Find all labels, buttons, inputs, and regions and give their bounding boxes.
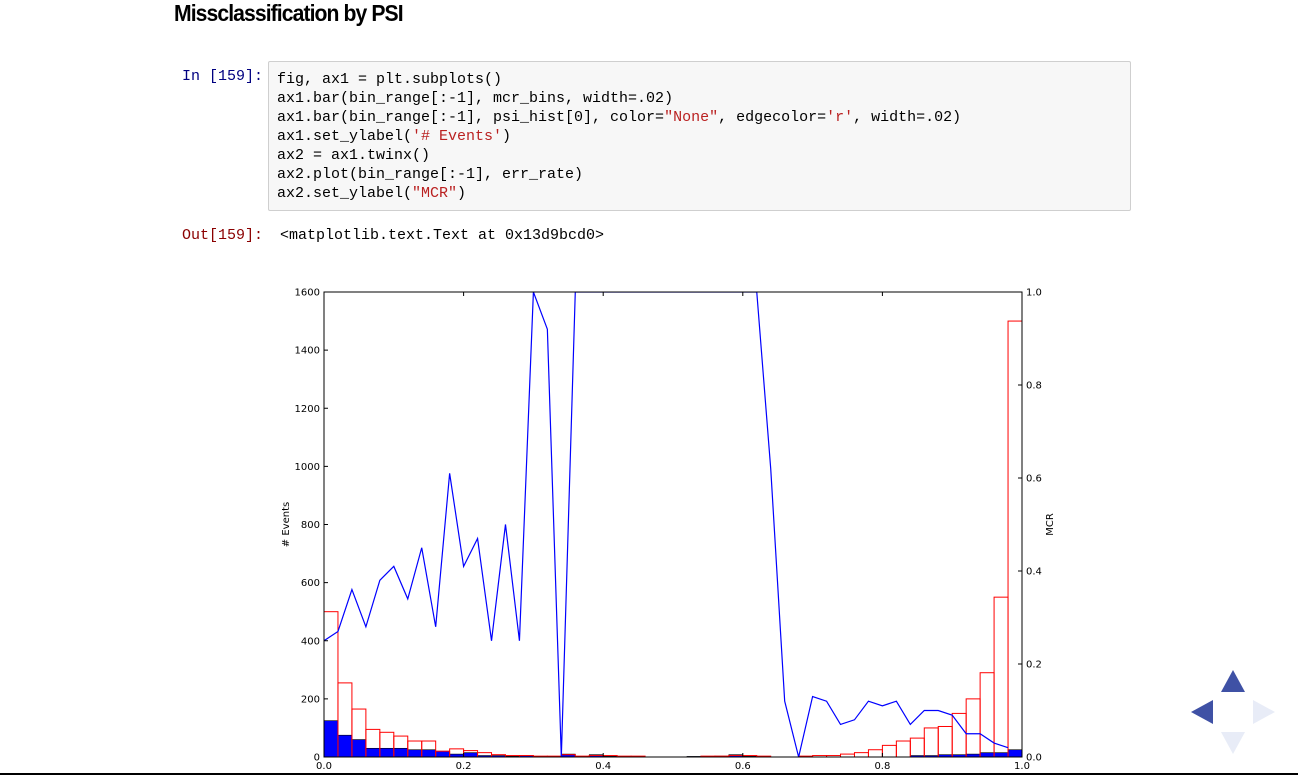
chart: 0.0 0.2 0.4 0.6 0.8 1.0 0 200 400 600 800 1000 1200 1… <box>281 288 1056 773</box>
bar-psi-hist <box>923 727 939 758</box>
bar-mcr-bins <box>337 734 353 758</box>
y-tick-label-right: 1.0 <box>1026 288 1042 299</box>
code-line: ax2.plot(bin_range[:-1], err_rate) <box>277 165 961 184</box>
code-token: ax2.plot(bin_range[:-1], err_rate) <box>277 166 584 183</box>
x-tick-label: 0.0 <box>316 761 332 772</box>
code-token: "MCR" <box>412 185 458 202</box>
bar-mcr-bins <box>323 720 339 758</box>
code-token: ax1.set_ylabel( <box>277 128 413 145</box>
y-tick-label-left: 1000 <box>295 462 320 473</box>
bar-psi-hist <box>867 749 883 758</box>
y-tick-label-left: 1600 <box>295 288 320 299</box>
code-line: ax1.bar(bin_range[:-1], mcr_bins, width=… <box>277 89 961 108</box>
bar-mcr-bins <box>435 750 450 758</box>
y-axis-label-left: # Events <box>281 502 292 547</box>
input-prompt: In [159]: <box>182 68 264 85</box>
plot-frame <box>323 291 1023 758</box>
bar-mcr-bins <box>421 749 436 758</box>
bar-psi-hist <box>881 744 897 758</box>
code-line: ax1.bar(bin_range[:-1], psi_hist[0], col… <box>277 108 961 127</box>
code-token: ax2 = ax1.twinx() <box>277 147 431 164</box>
code-line: fig, ax1 = plt.subplots() <box>277 70 961 89</box>
bar-psi-hist <box>993 596 1009 758</box>
x-tick-label: 1.0 <box>1014 761 1030 772</box>
triangle-right-icon[interactable] <box>1253 700 1275 724</box>
y-tick-label-right: 0.6 <box>1026 474 1042 485</box>
code-token: ax1.bar(bin_range[:-1], psi_hist[0], col… <box>277 109 665 126</box>
bar-mcr-bins <box>1007 749 1023 758</box>
output-prompt: Out[159]: <box>182 227 264 244</box>
line-err-rate <box>324 292 1009 757</box>
bar-psi-hist <box>951 712 967 758</box>
bar-mcr-bins <box>407 749 423 758</box>
y-tick-label-right: 0.4 <box>1026 567 1042 578</box>
bar-psi-hist <box>895 740 911 758</box>
y-tick-label-left: 600 <box>301 578 320 589</box>
y-axis-label-right: MCR <box>1045 513 1056 536</box>
code-token: ax2.set_ylabel( <box>277 185 413 202</box>
bar-psi-hist <box>937 725 953 758</box>
bar-mcr-bins <box>463 752 478 758</box>
triangle-up-icon[interactable] <box>1221 670 1245 692</box>
bar-mcr-bins <box>393 747 409 758</box>
output-text: <matplotlib.text.Text at 0x13d9bcd0> <box>280 227 605 244</box>
y-tick-label-left: 1400 <box>295 346 320 357</box>
bar-psi-hist <box>909 737 925 758</box>
bar-psi-hist <box>1007 320 1023 758</box>
code-token: fig, ax1 = plt.subplots() <box>277 71 503 88</box>
triangle-down-icon[interactable] <box>1221 732 1245 754</box>
slide-navigation <box>1191 670 1275 754</box>
triangle-left-icon[interactable] <box>1191 700 1213 724</box>
y-tick-label-left: 800 <box>301 520 320 531</box>
code-token: '# Events' <box>412 128 503 145</box>
code-token: "None" <box>664 109 719 126</box>
y-tick-label-left: 0 <box>314 753 320 764</box>
code-token: 'r' <box>826 109 854 126</box>
bar-mcr-bins <box>365 747 381 758</box>
x-tick-label: 0.4 <box>595 761 611 772</box>
code-editor[interactable]: fig, ax1 = plt.subplots() ax1.bar(bin_ran… <box>277 70 961 203</box>
y-tick-label-left: 1200 <box>295 404 320 415</box>
code-line: ax2 = ax1.twinx() <box>277 146 961 165</box>
y-tick-label-left: 200 <box>301 694 320 705</box>
code-cell[interactable]: fig, ax1 = plt.subplots() ax1.bar(bin_ran… <box>268 61 1131 211</box>
x-tick-label: 0.6 <box>735 761 751 772</box>
y-tick-label-right: 0.0 <box>1026 753 1042 764</box>
section-heading: Missclassification by PSI <box>174 0 404 26</box>
code-token: , edgecolor= <box>718 109 827 126</box>
code-line: ax1.set_ylabel('# Events') <box>277 127 961 146</box>
code-line: ax2.set_ylabel("MCR") <box>277 184 961 203</box>
divider <box>0 773 1298 775</box>
bar-psi-hist <box>853 752 869 758</box>
code-token: , width=.02) <box>853 109 962 126</box>
x-tick-label: 0.2 <box>456 761 472 772</box>
code-token: ax1.bar(bin_range[:-1], mcr_bins, width=… <box>277 90 674 107</box>
bar-mcr-bins <box>979 752 995 758</box>
bar-psi-hist <box>979 672 995 758</box>
y-tick-label-left: 400 <box>301 636 320 647</box>
x-tick-label: 0.8 <box>874 761 890 772</box>
code-token: ) <box>457 185 467 202</box>
bar-mcr-bins <box>351 739 367 758</box>
y-tick-label-right: 0.2 <box>1026 660 1042 671</box>
bar-mcr-bins <box>993 752 1009 758</box>
y-tick-label-right: 0.8 <box>1026 381 1042 392</box>
bar-mcr-bins <box>379 747 395 758</box>
bar-psi-hist <box>965 698 981 758</box>
code-token: ) <box>502 128 512 145</box>
